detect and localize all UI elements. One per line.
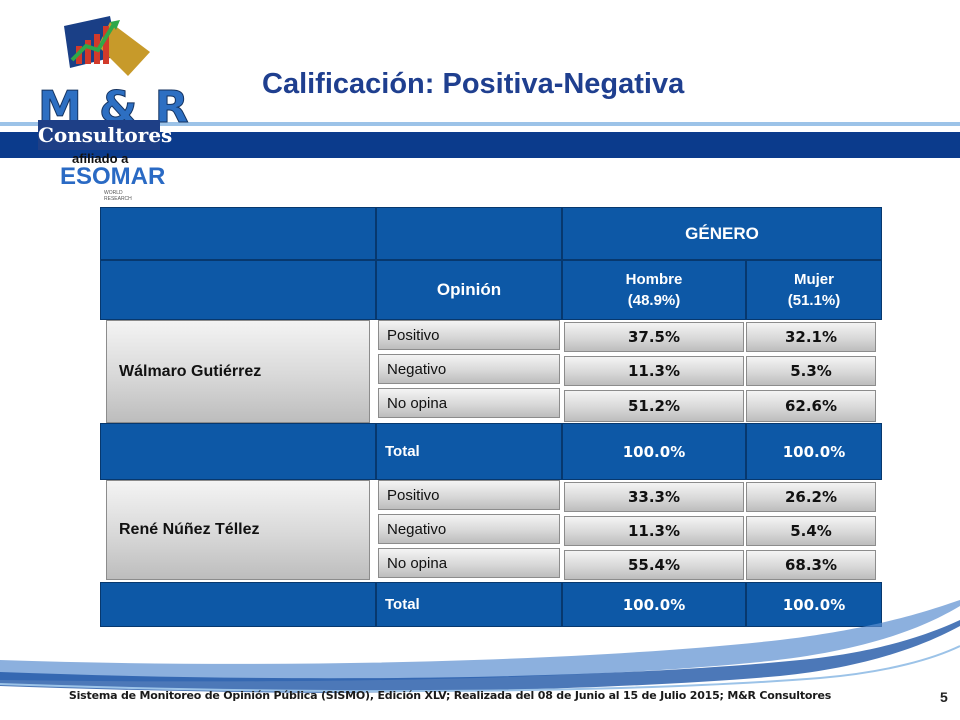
- hombre-pct: (48.9%): [627, 292, 681, 309]
- hombre-value: 11.3%: [564, 356, 744, 386]
- total-blank: [100, 582, 376, 627]
- opinion-label: Positivo: [378, 480, 560, 510]
- opinion-label: Negativo: [378, 354, 560, 384]
- mujer-header: Mujer (51.1%): [746, 260, 882, 320]
- hombre-value: 11.3%: [564, 516, 744, 546]
- total-mujer: 100.0%: [746, 582, 882, 627]
- footer-source: Sistema de Monitoreo de Opinión Pública …: [68, 689, 832, 702]
- results-table: GÉNERO Opinión Hombre (48.9%) Mujer (51.…: [100, 207, 882, 627]
- mujer-value: 26.2%: [746, 482, 876, 512]
- slide-title: Calificación: Positiva-Negativa: [262, 68, 685, 100]
- mujer-pct: (51.1%): [787, 292, 841, 309]
- opinion-label: Negativo: [378, 514, 560, 544]
- total-mujer: 100.0%: [746, 423, 882, 480]
- mujer-value: 68.3%: [746, 550, 876, 580]
- header-band-gap: [0, 126, 960, 132]
- hombre-label: Hombre: [625, 271, 683, 288]
- mujer-value: 5.4%: [746, 516, 876, 546]
- mujer-value: 5.3%: [746, 356, 876, 386]
- decorative-wave: [0, 600, 960, 710]
- mujer-label: Mujer: [793, 271, 834, 288]
- opinion-header: Opinión: [376, 260, 562, 320]
- hombre-value: 33.3%: [564, 482, 744, 512]
- logo-world-research: WORLD RESEARCH: [104, 190, 132, 202]
- mujer-value: 32.1%: [746, 322, 876, 352]
- header-blank-2: [376, 207, 562, 260]
- total-blank: [100, 423, 376, 480]
- company-logo: M & R Consultores afiliado a ESOMAR WORL…: [20, 8, 189, 202]
- opinion-label: Positivo: [378, 320, 560, 350]
- header-band-light: [0, 122, 960, 126]
- total-label: Total: [376, 582, 562, 627]
- total-label: Total: [376, 423, 562, 480]
- opinion-label: No opina: [378, 388, 560, 418]
- logo-consultores: Consultores: [38, 120, 172, 150]
- total-hombre: 100.0%: [562, 582, 746, 627]
- hombre-value: 37.5%: [564, 322, 744, 352]
- opinion-label: No opina: [378, 548, 560, 578]
- hombre-value: 51.2%: [564, 390, 744, 422]
- total-hombre: 100.0%: [562, 423, 746, 480]
- hombre-header: Hombre (48.9%): [562, 260, 746, 320]
- candidate-name-1: Wálmaro Gutiérrez: [106, 320, 370, 423]
- header-blank-3: [100, 260, 376, 320]
- page-number: 5: [940, 689, 948, 705]
- logo-afiliado: afiliado a: [72, 151, 129, 166]
- genero-header: GÉNERO: [562, 207, 882, 260]
- header-band-dark: [0, 132, 960, 158]
- candidate-name-2: René Núñez Téllez: [106, 480, 370, 580]
- mujer-value: 62.6%: [746, 390, 876, 422]
- hombre-value: 55.4%: [564, 550, 744, 580]
- logo-chart-icon: [64, 16, 150, 76]
- header-blank-1: [100, 207, 376, 260]
- logo-esomar: ESOMAR: [60, 163, 166, 190]
